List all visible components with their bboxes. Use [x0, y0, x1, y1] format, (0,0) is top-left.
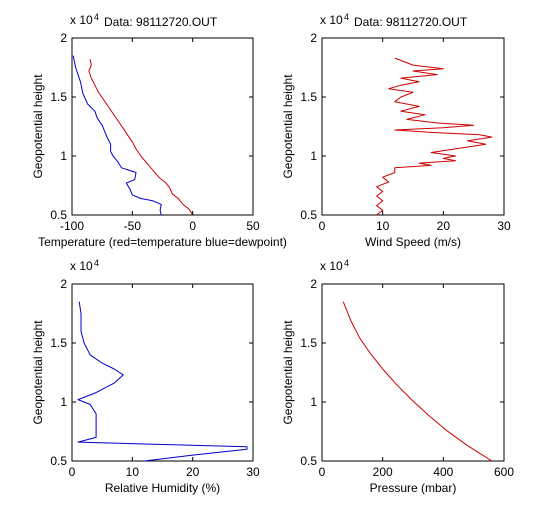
y-tick-label: 1.5	[50, 336, 67, 350]
y-multiplier: x 10	[70, 13, 93, 27]
y-multiplier-exponent: 4	[94, 258, 99, 268]
y-tick-label: 2	[60, 277, 67, 291]
y-multiplier-exponent: 4	[94, 12, 99, 22]
series-line-1	[342, 301, 493, 462]
y-multiplier: x 10	[70, 259, 93, 273]
series-line-2	[72, 55, 162, 216]
chart-panel-3: 0 10 20 30 0.5 1 1.5 2x 10 4 Relative Humidity (%…	[31, 258, 260, 495]
y-multiplier: x 10	[320, 13, 343, 27]
y-tick-label: 2	[310, 277, 317, 291]
plot-area	[71, 283, 254, 462]
y-tick-label: 1	[60, 395, 67, 409]
y-tick-label: 0.5	[50, 208, 67, 222]
x-axis-label: Wind Speed (m/s)	[365, 235, 461, 249]
x-tick-label: 10	[376, 219, 390, 233]
y-tick-label: 1.5	[300, 90, 317, 104]
x-tick-label: 0	[319, 219, 326, 233]
chart-title: Data: 98112720.OUT	[354, 15, 468, 29]
x-tick-label: 20	[186, 465, 200, 479]
y-tick-label: 0.5	[300, 208, 317, 222]
x-tick-label: 0	[69, 465, 76, 479]
y-axis-label: Geopotential height	[281, 74, 295, 179]
y-multiplier-exponent: 4	[344, 12, 349, 22]
x-tick-label: -100	[60, 219, 84, 233]
series-line-1	[376, 57, 493, 216]
x-tick-label: 20	[437, 219, 451, 233]
y-tick-label: 1.5	[50, 90, 67, 104]
y-tick-label: 1.5	[300, 336, 317, 350]
x-tick-label: 50	[246, 219, 260, 233]
chart-panel-4: 0 200 400 600 0.5 1 1.5 2x 10 4 Pressure (mbar) Ge…	[281, 258, 514, 495]
plot-area	[321, 37, 505, 216]
chart-panel-1: -100 -50 0 50 0.5 1 1.5 2x 10 4 Data: 98112720.OU…	[31, 12, 287, 249]
y-multiplier: x 10	[320, 259, 343, 273]
x-tick-label: 600	[494, 465, 514, 479]
x-tick-label: 400	[433, 465, 453, 479]
y-tick-label: 2	[310, 31, 317, 45]
x-tick-label: 30	[246, 465, 260, 479]
y-tick-label: 2	[60, 31, 67, 45]
y-tick-label: 1	[310, 395, 317, 409]
series-line-1	[88, 59, 194, 216]
chart-panel-2: 0 10 20 30 0.5 1 1.5 2x 10 4 Data: 98112720.OUT Wi…	[281, 12, 511, 249]
x-tick-label: 10	[126, 465, 140, 479]
y-axis-label: Geopotential height	[31, 74, 45, 179]
x-axis-label: Pressure (mbar)	[370, 481, 457, 495]
plot-area	[321, 283, 505, 462]
y-tick-label: 1	[60, 149, 67, 163]
y-tick-label: 1	[310, 149, 317, 163]
x-axis-label: Temperature (red=temperature blue=dewpoi…	[38, 235, 287, 249]
x-tick-label: -50	[124, 219, 142, 233]
series-line-1	[77, 301, 248, 462]
plot-area	[71, 37, 254, 216]
x-tick-label: 0	[189, 219, 196, 233]
y-multiplier-exponent: 4	[344, 258, 349, 268]
y-tick-label: 0.5	[300, 454, 317, 468]
x-tick-label: 30	[497, 219, 511, 233]
x-tick-label: 0	[319, 465, 326, 479]
chart-title: Data: 98112720.OUT	[104, 15, 218, 29]
x-axis-label: Relative Humidity (%)	[105, 481, 220, 495]
x-tick-label: 200	[373, 465, 393, 479]
y-tick-label: 0.5	[50, 454, 67, 468]
y-axis-label: Geopotential height	[281, 320, 295, 425]
y-axis-label: Geopotential height	[31, 320, 45, 425]
